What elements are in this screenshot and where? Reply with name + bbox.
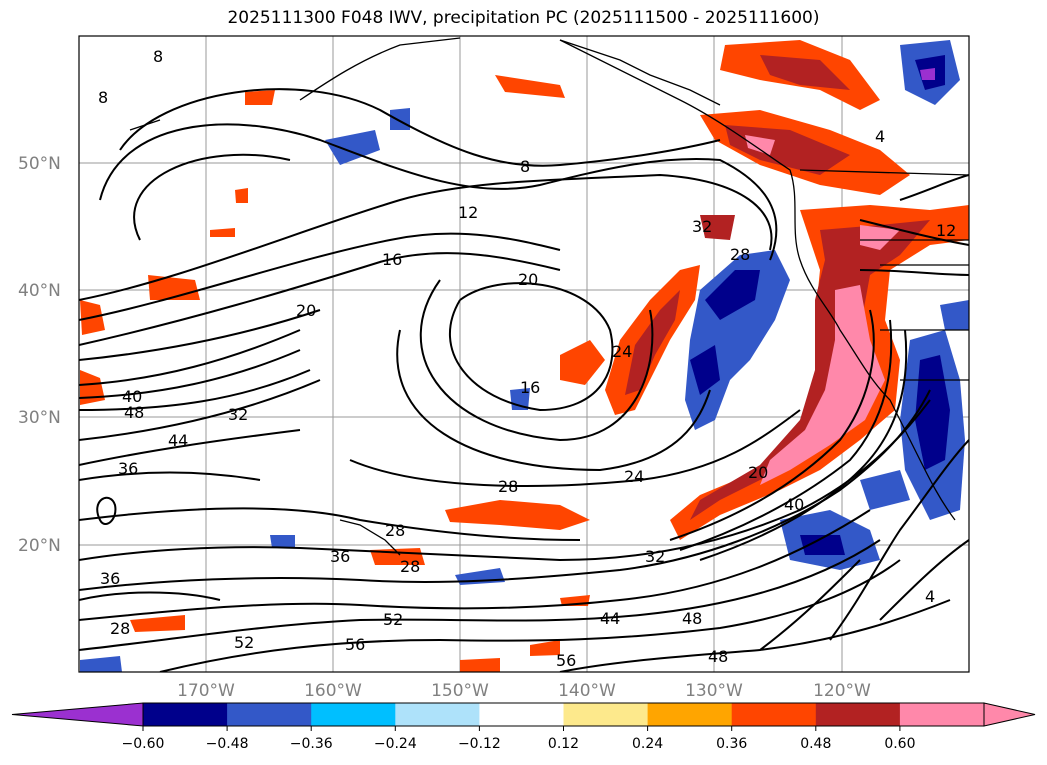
svg-text:50°N: 50°N [18,154,61,174]
svg-text:8: 8 [520,157,530,176]
svg-text:8: 8 [153,47,163,66]
svg-text:56: 56 [556,651,576,670]
precipitation-fills [80,40,969,672]
colorbar-segment [479,703,564,726]
colorbar-tick-label: −0.60 [122,736,165,752]
map-title: 2025111300 F048 IWV, precipitation PC (2… [227,8,820,28]
svg-text:24: 24 [624,467,644,486]
svg-text:120°W: 120°W [813,681,871,701]
svg-text:28: 28 [400,557,420,576]
svg-text:20: 20 [748,463,768,482]
colorbar-segment [815,703,901,726]
iwv-contours [79,88,969,672]
svg-text:20: 20 [518,270,538,289]
coastline [129,37,969,556]
svg-text:48: 48 [708,647,728,666]
svg-text:24: 24 [612,342,632,361]
svg-text:52: 52 [234,633,254,652]
colorbar-tick-label: 0.60 [884,736,915,752]
colorbar-tick-label: 0.12 [548,736,579,752]
svg-text:140°W: 140°W [558,681,616,701]
svg-text:44: 44 [600,609,620,628]
colorbar-segment [899,703,985,726]
svg-text:16: 16 [520,378,540,397]
svg-text:12: 12 [936,221,956,240]
svg-text:32: 32 [228,405,248,424]
svg-text:150°W: 150°W [431,681,489,701]
colorbar-extend-high [983,702,1036,727]
svg-text:48: 48 [682,609,702,628]
longitude-labels: 170°W 160°W 150°W 140°W 130°W 120°W [177,681,871,701]
svg-text:28: 28 [110,619,130,638]
colorbar-tick-label: −0.36 [290,736,333,752]
svg-text:20°N: 20°N [18,536,61,556]
svg-text:40: 40 [122,387,142,406]
svg-text:28: 28 [498,477,518,496]
svg-text:36: 36 [118,459,138,478]
svg-text:20: 20 [296,301,316,320]
svg-text:28: 28 [385,521,405,540]
svg-text:8: 8 [98,88,108,107]
colorbar-segment [731,703,817,726]
colorbar-segment [395,703,480,726]
latitude-labels: 50°N 40°N 30°N 20°N [18,154,61,556]
svg-text:28: 28 [730,245,750,264]
svg-text:44: 44 [168,431,188,450]
svg-text:160°W: 160°W [304,681,362,701]
colorbar-extend-low [11,702,144,727]
colorbar-tick-label: 0.24 [632,736,663,752]
colorbar-segment [143,703,228,726]
svg-text:48: 48 [124,403,144,422]
svg-text:36: 36 [330,547,350,566]
colorbar-tick-label: −0.12 [458,736,501,752]
colorbar-tick-label: 0.36 [716,736,747,752]
svg-text:12: 12 [458,203,478,222]
svg-text:30°N: 30°N [18,408,61,428]
svg-text:52: 52 [383,610,403,629]
colorbar-tick-label: −0.24 [374,736,417,752]
svg-text:130°W: 130°W [685,681,743,701]
svg-text:4: 4 [925,587,935,606]
colorbar-tick-label: 0.48 [800,736,831,752]
contour-labels: 8 8 8 12 16 20 20 24 28 32 40 48 44 32 3… [98,47,956,670]
colorbar-segment [563,703,649,726]
svg-text:56: 56 [345,635,365,654]
plot-frame [78,35,970,673]
colorbar: −0.60 −0.48 −0.36 −0.24 −0.12 0.12 0.24 0.36 0.4… [11,702,1036,752]
svg-text:40: 40 [784,495,804,514]
svg-text:36: 36 [100,569,120,588]
colorbar-segment [647,703,733,726]
svg-text:16: 16 [382,250,402,269]
svg-text:32: 32 [692,217,712,236]
svg-text:4: 4 [875,127,885,146]
colorbar-tick-label: −0.48 [206,736,249,752]
svg-text:40°N: 40°N [18,281,61,301]
colorbar-segment [311,703,396,726]
svg-text:170°W: 170°W [177,681,235,701]
colorbar-segment [227,703,312,726]
svg-text:32: 32 [645,547,665,566]
